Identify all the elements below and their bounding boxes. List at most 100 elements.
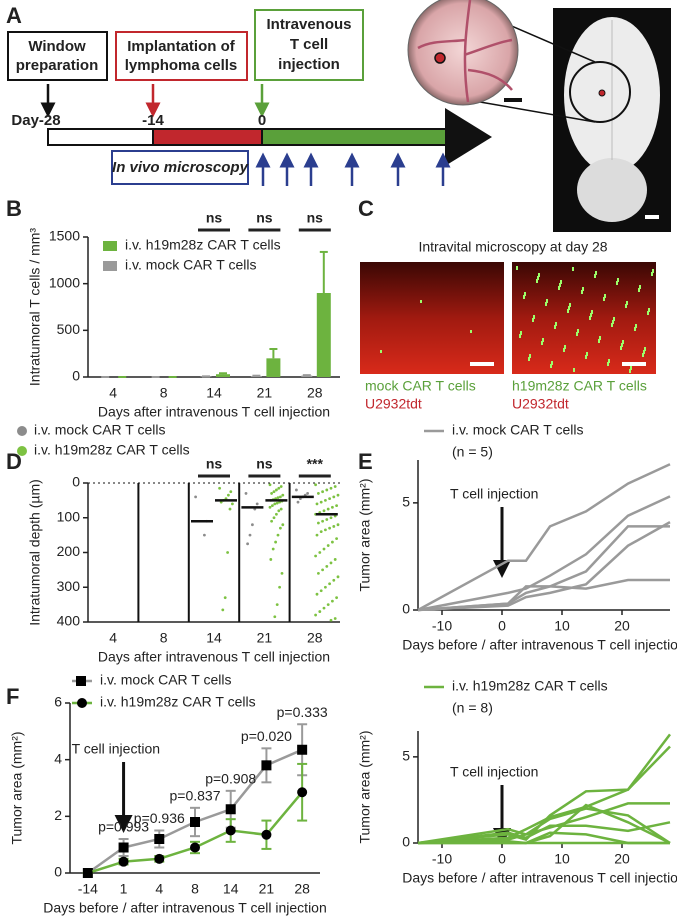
p-value: p=0.333 (277, 704, 328, 720)
t-cell (550, 364, 552, 368)
t-cell (635, 324, 637, 328)
t-cell (591, 310, 593, 314)
x-tick-label: 0 (498, 618, 506, 634)
x-tick-label: 4 (155, 881, 163, 897)
t-cell (569, 303, 571, 307)
day-label: Day-28 (11, 112, 60, 129)
t-cells (380, 266, 654, 373)
point (335, 537, 338, 540)
point (324, 585, 327, 589)
point (319, 500, 323, 504)
tumor-dot (598, 89, 606, 97)
point (335, 504, 338, 507)
point (269, 558, 273, 561)
t-cell (639, 285, 641, 289)
timeline-bar (152, 128, 263, 146)
point (251, 523, 254, 527)
step-box (115, 31, 248, 81)
annotation: T cell injection (72, 741, 160, 757)
point (278, 585, 281, 589)
image-label: h19m28z CAR T cells (512, 378, 647, 394)
y-axis-label: Intratumoral depth (µm) (27, 479, 43, 626)
x-tick-label: 4 (109, 630, 117, 646)
point (221, 608, 225, 612)
significance: ns (256, 456, 273, 472)
point (315, 592, 319, 596)
x-tick-label: 28 (294, 881, 310, 897)
point (322, 606, 326, 610)
t-cell (599, 336, 601, 340)
point (319, 530, 323, 534)
x-tick-label: 4 (109, 385, 117, 401)
point (226, 551, 230, 554)
marker (297, 787, 308, 798)
t-cell (564, 345, 566, 349)
legend-label: i.v. h19m28z CAR T cells (452, 678, 608, 694)
point (332, 495, 336, 499)
t-cell (568, 306, 570, 310)
y-tick-label: 200 (57, 543, 81, 559)
day-label: 0 (258, 112, 266, 129)
t-cell (532, 318, 534, 322)
significance: ns (307, 210, 324, 226)
marker (261, 760, 272, 771)
t-cell (420, 300, 422, 303)
timeline: Window preparation Implantation of lymph… (7, 9, 492, 186)
point (322, 509, 326, 513)
t-cell (576, 332, 578, 336)
point (332, 578, 336, 582)
point (246, 542, 250, 546)
t-cell (643, 350, 645, 354)
point (271, 547, 275, 551)
point (229, 490, 233, 494)
marker (154, 853, 165, 864)
point (336, 493, 340, 497)
x-axis-label: Days after intravenous T cell injection (98, 404, 330, 420)
marker (118, 856, 129, 867)
t-cell (555, 322, 557, 326)
x-tick-label: 10 (554, 851, 570, 867)
y-tick-label: 5 (402, 748, 410, 764)
point (277, 509, 281, 513)
t-cell (582, 287, 584, 291)
y-tick-label: 1500 (49, 228, 80, 244)
panel-label: C (358, 196, 374, 221)
timeline-bar (261, 128, 448, 146)
y-tick-label: 6 (54, 694, 62, 710)
step-box (7, 31, 108, 81)
t-cell (634, 327, 636, 331)
timeline-bar (47, 128, 154, 146)
point (318, 610, 322, 613)
y-tick-label: 0 (72, 474, 80, 490)
marker (261, 829, 272, 840)
line (417, 495, 671, 612)
legend-n: (n = 8) (452, 700, 493, 716)
t-cell (520, 331, 522, 335)
t-cell (380, 350, 382, 353)
point (275, 488, 278, 492)
point (231, 502, 234, 506)
t-cell (581, 290, 583, 294)
marker (82, 868, 93, 878)
legend-marker (76, 676, 86, 686)
t-cell (617, 278, 619, 282)
point (279, 495, 282, 499)
marker (154, 834, 165, 844)
point (336, 523, 340, 527)
t-cell (537, 276, 539, 280)
point (328, 582, 331, 586)
t-cell (594, 274, 596, 278)
y-tick-label: 0 (402, 834, 410, 850)
legend-swatch (103, 241, 117, 251)
t-cell (630, 366, 632, 370)
x-tick-label: -10 (432, 851, 452, 867)
significance: ns (256, 210, 273, 226)
line (417, 578, 670, 612)
point (332, 525, 336, 528)
point (315, 533, 319, 537)
point (268, 505, 272, 509)
point (273, 615, 277, 619)
legend-label: i.v. mock CAR T cells (125, 257, 256, 273)
t-cell (528, 357, 530, 361)
brain-images (407, 0, 671, 232)
